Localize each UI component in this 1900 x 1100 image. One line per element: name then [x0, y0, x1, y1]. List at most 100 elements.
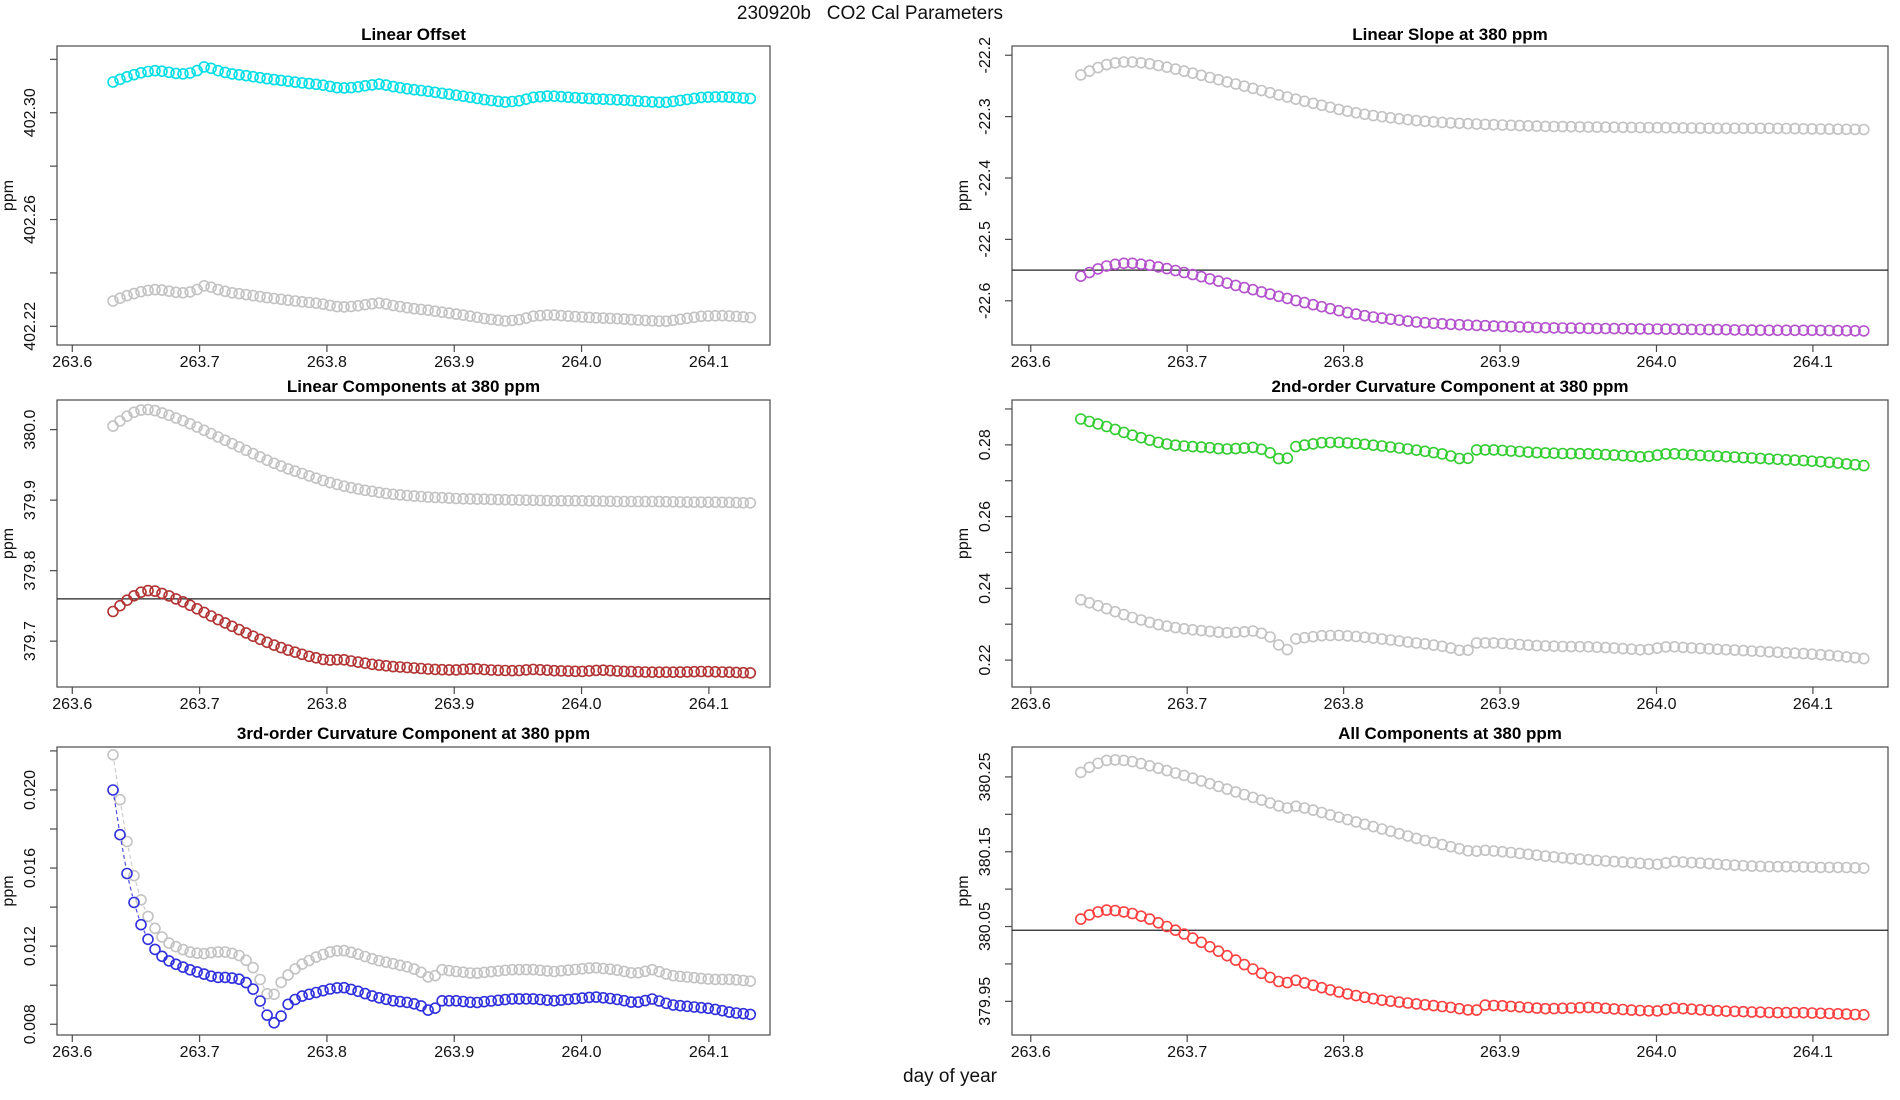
plot-linear-offset: Linear Offset 263.6 263.7 263.8 263.9 264.0 26… [0, 25, 771, 371]
data-point [737, 666, 750, 679]
data-point [1341, 105, 1354, 117]
data-point [1212, 275, 1225, 287]
data-point [135, 404, 147, 416]
x-tick-label: 264.1 [1793, 1044, 1833, 1060]
data-point [1229, 626, 1242, 639]
data-point [688, 92, 701, 105]
y-tick-label: -22.5 [977, 221, 994, 258]
data-point [611, 94, 624, 106]
data-point [639, 495, 652, 508]
data-point [373, 954, 385, 967]
data-point [380, 487, 392, 500]
data-point [457, 309, 470, 321]
data-point [1814, 1007, 1827, 1020]
data-point [1126, 257, 1139, 270]
data-point [604, 963, 617, 975]
data-point [1797, 324, 1810, 337]
panel-linear-offset: Linear Offset 263.6 263.7 263.8 263.9 264.0 26… [0, 20, 950, 400]
data-point [1272, 290, 1285, 303]
data-point [1479, 444, 1492, 456]
data-point [1754, 324, 1767, 337]
data-point [1539, 447, 1552, 459]
data-point [499, 664, 512, 677]
x-tick-label: 263.9 [1480, 354, 1520, 371]
data-point [667, 95, 680, 108]
data-point [303, 77, 315, 90]
data-point [443, 664, 455, 676]
data-point [667, 999, 680, 1011]
data-point [1685, 1003, 1698, 1016]
data-point [1814, 455, 1827, 468]
x-tick-label: 263.8 [307, 354, 347, 371]
data-point [1204, 625, 1216, 638]
data-point [240, 976, 252, 989]
data-point [1814, 648, 1827, 661]
plot-3rd-order-curvature-380: 3rd-order Curvature Component at 380 ppm… [0, 724, 771, 1060]
data-point [534, 90, 547, 103]
data-point [1186, 440, 1199, 453]
data-point [1746, 1006, 1758, 1018]
data-point [583, 665, 596, 677]
connector-segment [262, 1006, 265, 1010]
data-point [590, 962, 603, 974]
data-point [359, 987, 371, 1000]
data-point [1617, 1003, 1629, 1016]
data-point [1832, 1007, 1844, 1020]
data-point [142, 584, 154, 597]
data-point [737, 92, 750, 104]
data-point [688, 665, 701, 678]
data-point [1565, 322, 1578, 334]
data-point [1307, 97, 1319, 110]
data-point [240, 69, 252, 82]
data-point [296, 467, 308, 480]
data-point [254, 973, 266, 986]
data-point [394, 661, 406, 673]
data-point [541, 309, 554, 321]
y-tick-label: 380.15 [977, 827, 994, 876]
data-point [632, 314, 645, 326]
data-point [464, 493, 477, 505]
data-point [401, 961, 413, 973]
data-point [1857, 459, 1870, 472]
data-point [1556, 1002, 1569, 1015]
data-point [275, 641, 287, 654]
data-point [632, 95, 645, 107]
data-point [331, 982, 343, 994]
data-point [485, 995, 498, 1007]
data-point [583, 991, 596, 1004]
y-axis-label: ppm [955, 528, 972, 559]
data-point [604, 992, 617, 1005]
data-point [1367, 439, 1380, 451]
data-point [548, 495, 561, 507]
data-point [562, 91, 575, 103]
data-point [485, 965, 498, 978]
y-tick-label: 380.0 [22, 409, 39, 449]
data-point [1668, 640, 1681, 653]
data-point [387, 488, 399, 501]
data-point [1281, 643, 1294, 656]
data-point [492, 314, 505, 327]
data-point [317, 948, 329, 961]
data-point [1419, 115, 1431, 128]
data-point [709, 1003, 722, 1016]
data-point [576, 92, 589, 104]
data-point [1479, 999, 1492, 1011]
data-point [485, 313, 498, 326]
data-point [1814, 123, 1827, 135]
data-point [324, 654, 336, 666]
series-gray-lower [107, 279, 757, 328]
data-point [716, 973, 729, 986]
data-point [471, 493, 484, 505]
y-tick-label: 379.7 [22, 621, 39, 661]
panel-2nd-order-curvature-380: 2nd-order Curvature Component at 380 ppm… [950, 373, 1900, 715]
data-point [716, 309, 729, 322]
data-point [1221, 626, 1233, 639]
data-point [618, 313, 631, 325]
data-point [128, 406, 140, 419]
data-point [457, 966, 470, 979]
data-point [1496, 320, 1509, 333]
data-point [387, 957, 399, 970]
data-point [716, 496, 729, 509]
data-point [1135, 258, 1147, 270]
data-point [1599, 448, 1612, 461]
